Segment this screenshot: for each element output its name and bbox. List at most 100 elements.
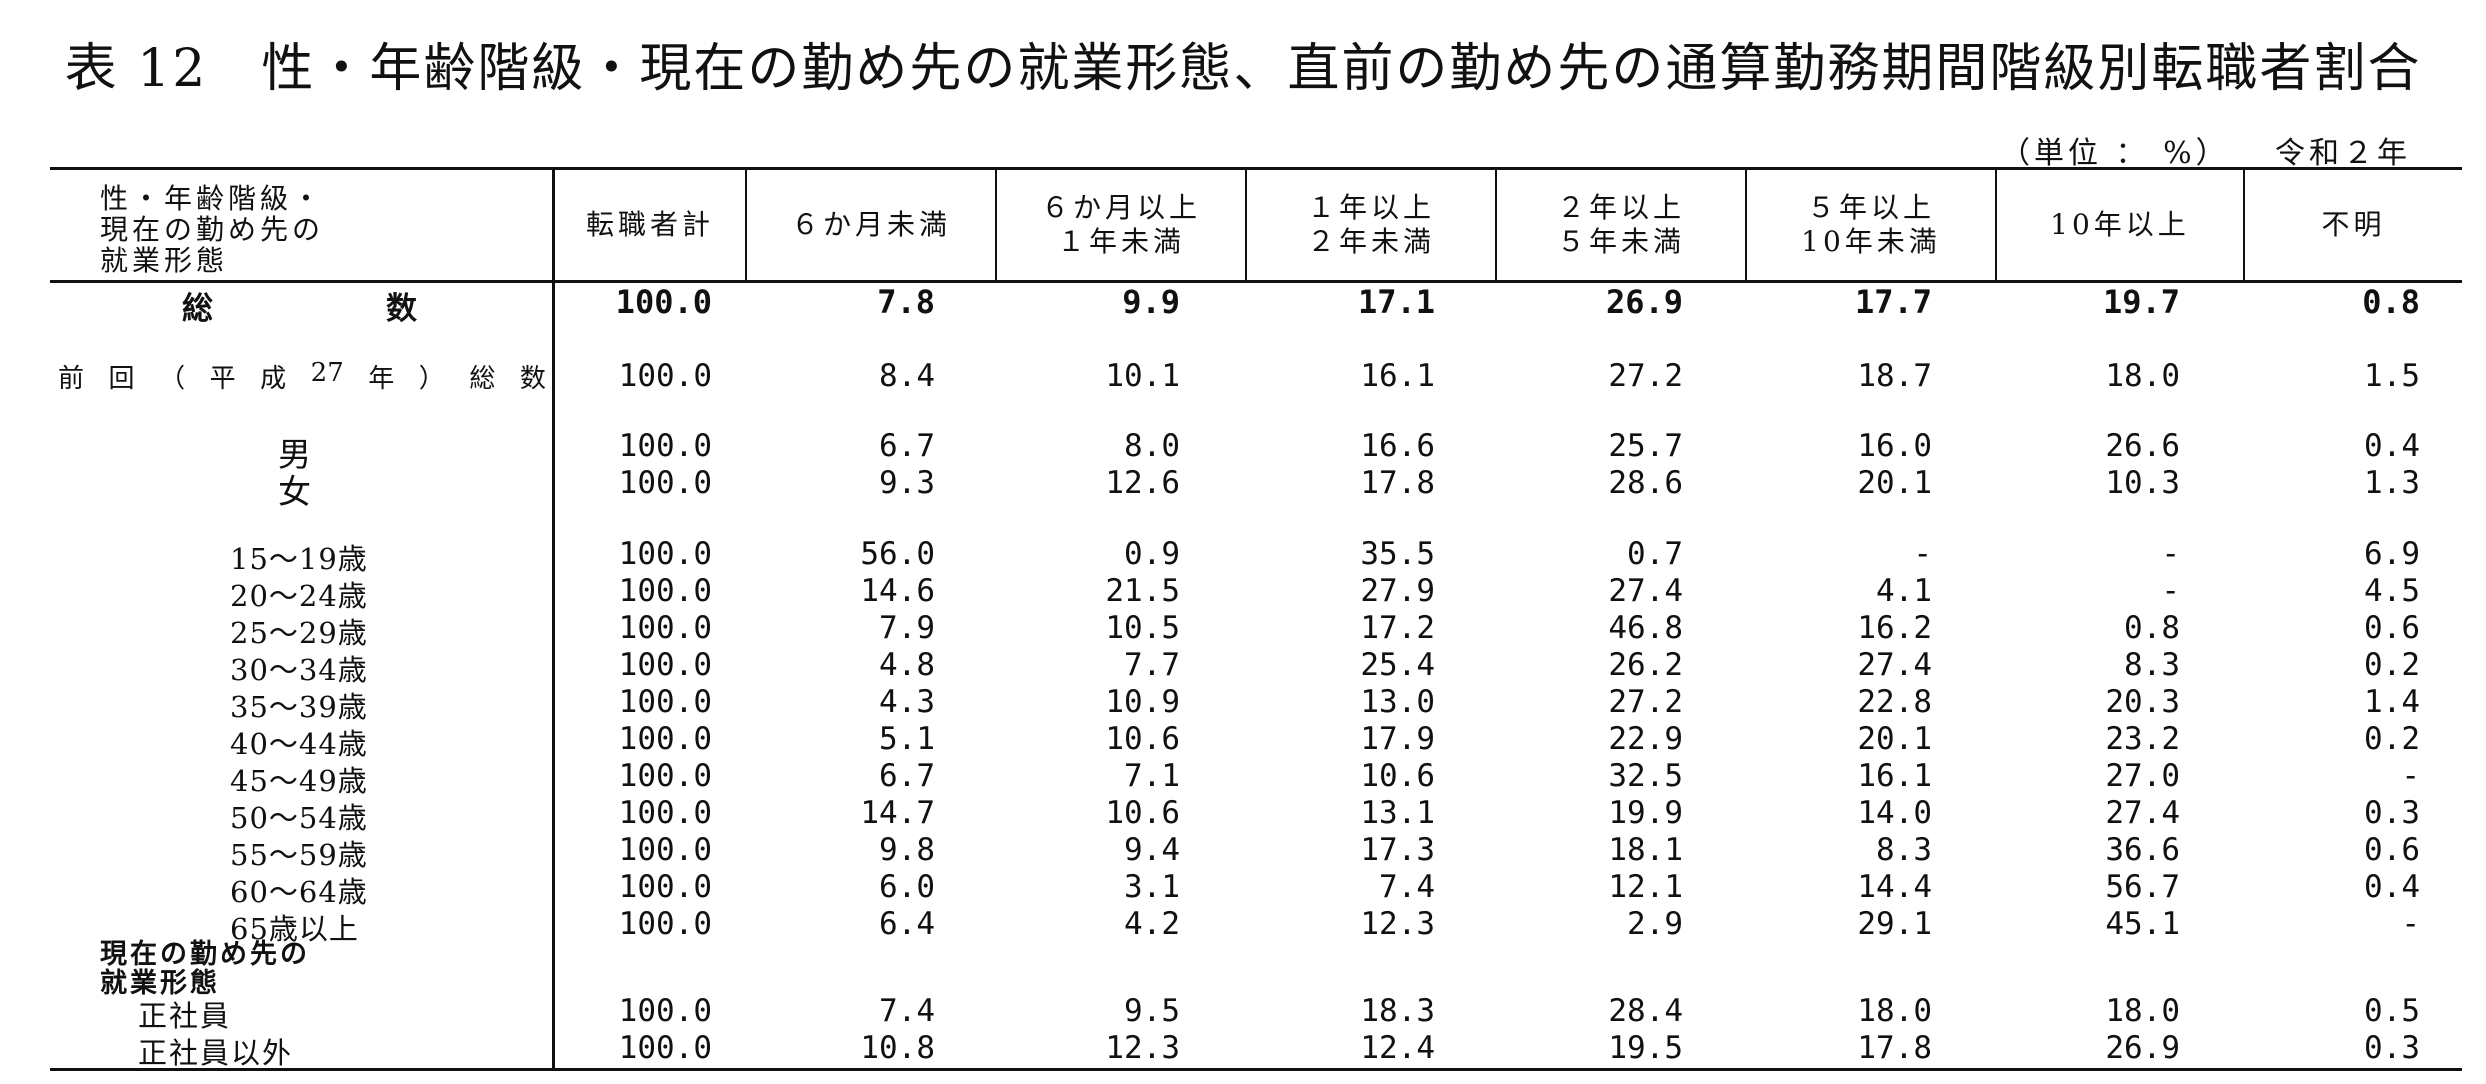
table-cell: 10.8 [860, 1030, 935, 1066]
row-label-female: 女 [278, 472, 311, 511]
table-cell: 22.8 [1857, 684, 1932, 720]
table-cell: 8.3 [1876, 832, 1932, 868]
row-label-char: （ [159, 364, 186, 394]
table-cell: 13.1 [1360, 795, 1435, 831]
table-cell: 100.0 [618, 610, 712, 646]
table-cell: 0.7 [1627, 536, 1683, 572]
table-cell: 100.0 [618, 832, 712, 868]
table-cell: 56.0 [860, 536, 935, 572]
table-cell: 9.8 [879, 832, 935, 868]
table-cell: 27.0 [2105, 758, 2180, 794]
table-cell: 10.5 [1105, 610, 1180, 646]
table-cell: 16.6 [1360, 428, 1435, 464]
row-label-char: 平 [209, 364, 236, 394]
table-cell: 9.5 [1124, 993, 1180, 1029]
table-cell: 35.5 [1360, 536, 1435, 572]
table-cell: 26.9 [2105, 1030, 2180, 1066]
table-cell: 16.2 [1857, 610, 1932, 646]
row-label-age: 45〜49歳 [230, 764, 368, 798]
row-header-line: 現在の勤め先の [100, 213, 325, 246]
table-cell: 25.7 [1608, 428, 1683, 464]
table-cell: 0.2 [2364, 721, 2420, 757]
table-cell: 4.1 [1876, 573, 1932, 609]
row-label-male: 男 [278, 435, 311, 474]
row-label-total: 総 数 [182, 283, 417, 328]
table-cell: 100.0 [618, 358, 712, 394]
row-label-non-regular: 正社員以外 [138, 1036, 294, 1070]
table-cell: 10.9 [1105, 684, 1180, 720]
row-label-char: 年 [368, 364, 395, 394]
column-divider [995, 168, 997, 281]
column-header-line: ２年以上 [1556, 191, 1685, 224]
table-cell: 1.4 [2364, 684, 2420, 720]
table-cell: 17.1 [1357, 283, 1435, 321]
table-cell: 27.4 [1608, 573, 1683, 609]
table-cell: 100.0 [618, 758, 712, 794]
table-cell: 21.5 [1105, 573, 1180, 609]
table-cell: 100.0 [618, 993, 712, 1029]
table-cell: 100.0 [618, 795, 712, 831]
table-cell: 12.3 [1105, 1030, 1180, 1066]
table-cell: - [2161, 573, 2180, 609]
table-cell: 4.8 [879, 647, 935, 683]
table-cell: 100.0 [618, 647, 712, 683]
table-cell: 0.8 [2124, 610, 2180, 646]
table-cell: 19.7 [2102, 283, 2180, 321]
table-cell: 27.9 [1360, 573, 1435, 609]
column-header-line: ５年未満 [1556, 225, 1685, 258]
table-cell: 7.1 [1124, 758, 1180, 794]
table-cell: 7.4 [879, 993, 935, 1029]
table-cell: 6.7 [879, 758, 935, 794]
table-cell: 100.0 [618, 1030, 712, 1066]
row-label-age: 40〜44歳 [230, 727, 368, 761]
table-cell: 14.0 [1857, 795, 1932, 831]
row-label-age: 60〜64歳 [230, 875, 368, 909]
row-label-age: 15〜19歳 [230, 542, 368, 576]
table-cell: 26.6 [2105, 428, 2180, 464]
table-cell: 6.0 [879, 869, 935, 905]
table-cell: 25.4 [1360, 647, 1435, 683]
table-cell: 100.0 [618, 536, 712, 572]
row-header-line: 性・年齢階級・ [100, 182, 325, 215]
table-cell: 14.4 [1857, 869, 1932, 905]
row-label-previous: 前 回 （ 平 成 27 年 ） 総 数 [58, 358, 546, 395]
table-cell: 0.4 [2364, 428, 2420, 464]
table-cell: 4.5 [2364, 573, 2420, 609]
table-cell: 7.7 [1124, 647, 1180, 683]
table-cell: 17.8 [1360, 465, 1435, 501]
table-cell: 10.6 [1105, 795, 1180, 831]
table-cell: 26.9 [1605, 283, 1683, 321]
table-cell: 0.2 [2364, 647, 2420, 683]
table-cell: 18.0 [1857, 993, 1932, 1029]
table-cell: 100.0 [618, 465, 712, 501]
table-cell: 19.9 [1608, 795, 1683, 831]
table-cell: 1.5 [2364, 358, 2420, 394]
row-label-char: 27 [310, 358, 344, 388]
column-divider [1245, 168, 1247, 281]
row-label-age: 35〜39歳 [230, 690, 368, 724]
table-cell: 8.3 [2124, 647, 2180, 683]
row-label-age: 65歳以上 [230, 912, 359, 946]
column-header-line: ２年未満 [1306, 225, 1435, 258]
table-cell: 0.3 [2364, 795, 2420, 831]
column-divider [745, 168, 747, 281]
column-divider [2243, 168, 2245, 281]
table-cell: 17.9 [1360, 721, 1435, 757]
category-line: 就業形態 [100, 968, 220, 999]
table-cell: 100.0 [618, 428, 712, 464]
table-cell: 4.3 [879, 684, 935, 720]
table-cell: 12.4 [1360, 1030, 1435, 1066]
column-header-total: 転職者計 [555, 170, 745, 280]
table-cell: 27.4 [2105, 795, 2180, 831]
table-cell: - [2401, 906, 2420, 942]
table-cell: 6.7 [879, 428, 935, 464]
top-rule [50, 167, 2462, 170]
table-cell: 18.3 [1360, 993, 1435, 1029]
table-cell: 0.3 [2364, 1030, 2420, 1066]
row-label-total-char: 数 [386, 291, 417, 327]
row-label-char: 前 [58, 364, 85, 394]
table-cell: 45.1 [2105, 906, 2180, 942]
unit-note: （単位 ： %） [2000, 136, 2230, 171]
table-cell: 56.7 [2105, 869, 2180, 905]
row-header: 性・年齢階級・ 現在の勤め先の 就業形態 [100, 183, 324, 276]
